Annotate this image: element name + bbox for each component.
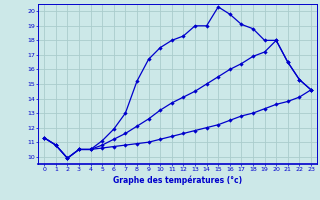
X-axis label: Graphe des températures (°c): Graphe des températures (°c) bbox=[113, 175, 242, 185]
